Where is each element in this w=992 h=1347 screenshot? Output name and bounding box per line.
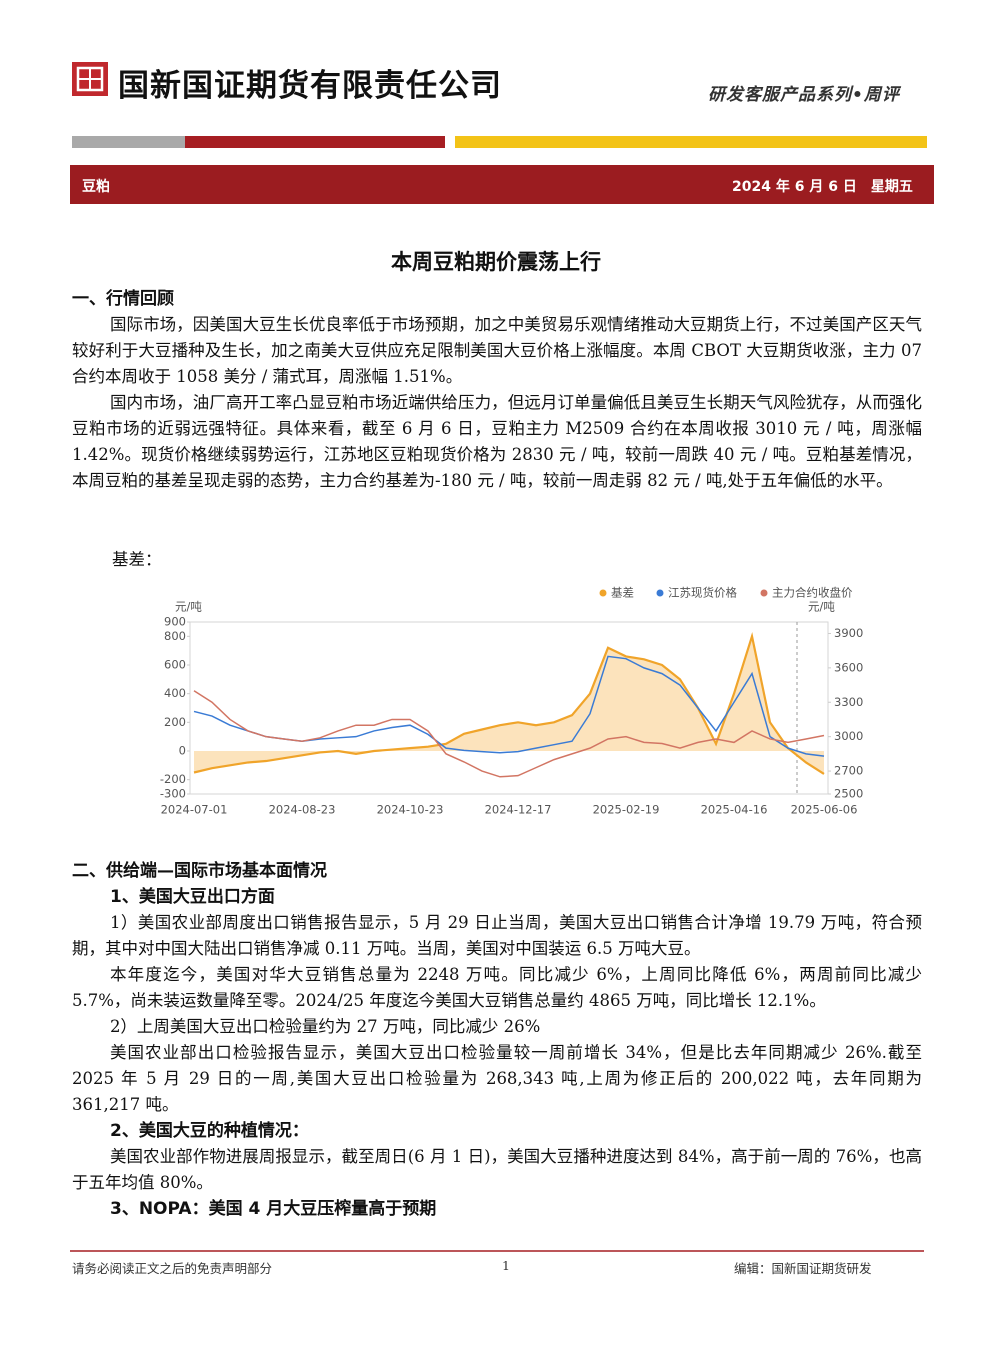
y2-tick-label: 2500 bbox=[834, 787, 863, 801]
legend-label: 基差 bbox=[611, 586, 634, 600]
line bbox=[193, 690, 825, 778]
header-graphics bbox=[72, 62, 927, 148]
y-tick-label: 800 bbox=[164, 629, 186, 643]
header-bar bbox=[185, 136, 445, 148]
paragraph: 本年度迄今，美国对华大豆销售总量为 2248 万吨。同比减少 6%，上周同比降低… bbox=[72, 965, 922, 1010]
legend-marker bbox=[760, 589, 768, 597]
y-tick-label: 0 bbox=[179, 744, 186, 758]
section-heading: 一、行情回顾 bbox=[72, 289, 174, 309]
y-tick-label: 900 bbox=[164, 615, 186, 629]
product: 豆粕 bbox=[82, 179, 110, 195]
paragraph: 国际市场，因美国大豆生长优良率低于市场预期，加之中美贸易乐观情绪推动大豆期货上行… bbox=[72, 315, 922, 386]
legend-marker bbox=[599, 589, 607, 597]
paragraph: 2）上周美国大豆出口检验量约为 27 万吨，同比减少 26% bbox=[109, 1017, 541, 1036]
chart-label: 基差： bbox=[112, 550, 162, 569]
subsection-heading: 2、美国大豆的种植情况： bbox=[110, 1121, 309, 1141]
disclaimer: 请务必阅读正文之后的免责声明部分 bbox=[72, 1261, 273, 1276]
plot-frame bbox=[189, 621, 829, 795]
header-bar bbox=[455, 136, 927, 148]
section: 一、行情回顾 国际市场，因美国大豆生长优良率低于市场预期，加之中美贸易乐观情绪推… bbox=[72, 286, 922, 494]
legend-marker bbox=[656, 589, 664, 597]
subsection-heading: 3、NOPA：美国 4 月大豆压榨量高于预期 bbox=[110, 1199, 437, 1219]
x-tick-label: 2024-08-23 bbox=[269, 803, 336, 817]
date: 2024 年 6 月 6 日 星期五 bbox=[732, 179, 913, 195]
x-tick-label: 2025-02-19 bbox=[593, 803, 660, 817]
x-tick-label: 2024-12-17 bbox=[485, 803, 552, 817]
y-tick-label: 600 bbox=[164, 658, 186, 672]
x-tick-label: 2024-07-01 bbox=[161, 803, 228, 817]
report-series: 研发客服产品系列•周评 bbox=[708, 85, 900, 105]
line bbox=[193, 631, 825, 775]
x-tick-label: 2025-06-06 bbox=[791, 803, 858, 817]
footer-rule bbox=[70, 1250, 924, 1252]
legend-label: 主力合约收盘价 bbox=[772, 586, 853, 600]
section-heading: 二、供给端—国际市场基本面情况 bbox=[72, 861, 327, 881]
y2-axis-label: 元/吨 bbox=[808, 600, 835, 614]
y-tick-label: 200 bbox=[164, 715, 186, 729]
banner: 豆粕 2024 年 6 月 6 日 星期五 bbox=[70, 165, 934, 204]
y2-tick-label: 3000 bbox=[834, 729, 863, 743]
area bbox=[194, 636, 824, 774]
company-name: 国新国证期货有限责任公司 bbox=[118, 68, 502, 104]
y-axis-label: 元/吨 bbox=[175, 600, 202, 614]
subsection-heading: 1、美国大豆出口方面 bbox=[110, 887, 275, 907]
paragraph: 美国农业部出口检验报告显示，美国大豆出口检验量较一周前增长 34%，但是比去年同… bbox=[72, 1043, 922, 1114]
y2-tick-label: 3900 bbox=[834, 626, 863, 640]
header-bar bbox=[72, 136, 185, 148]
y2-tick-label: 2700 bbox=[834, 764, 863, 778]
paragraph: 美国农业部作物进展周报显示，截至周日(6 月 1 日)，美国大豆播种进度达到 8… bbox=[72, 1147, 922, 1192]
page-number: 1 bbox=[502, 1258, 510, 1273]
document-title: 本周豆粕期价震荡上行 bbox=[391, 250, 601, 274]
editor: 编辑：国新国证期货研发 bbox=[734, 1261, 872, 1276]
legend-label: 江苏现货价格 bbox=[668, 586, 737, 600]
x-tick-label: 2025-04-16 bbox=[701, 803, 768, 817]
y-tick-label: 400 bbox=[164, 686, 186, 700]
paragraph: 国内市场，油厂高开工率凸显豆粕市场近端供给压力，但远月订单量偏低且美豆生长期天气… bbox=[72, 393, 922, 490]
x-tick-label: 2024-10-23 bbox=[377, 803, 444, 817]
y-tick-label: -300 bbox=[160, 787, 186, 801]
y2-tick-label: 3300 bbox=[834, 695, 863, 709]
y2-tick-label: 3600 bbox=[834, 660, 863, 674]
paragraph: 1）美国农业部周度出口销售报告显示，5 月 29 日止当周，美国大豆出口销售合计… bbox=[72, 913, 922, 958]
y-tick-label: -200 bbox=[160, 772, 186, 786]
section: 二、供给端—国际市场基本面情况 1、美国大豆出口方面 1）美国农业部周度出口销售报… bbox=[72, 858, 922, 1222]
